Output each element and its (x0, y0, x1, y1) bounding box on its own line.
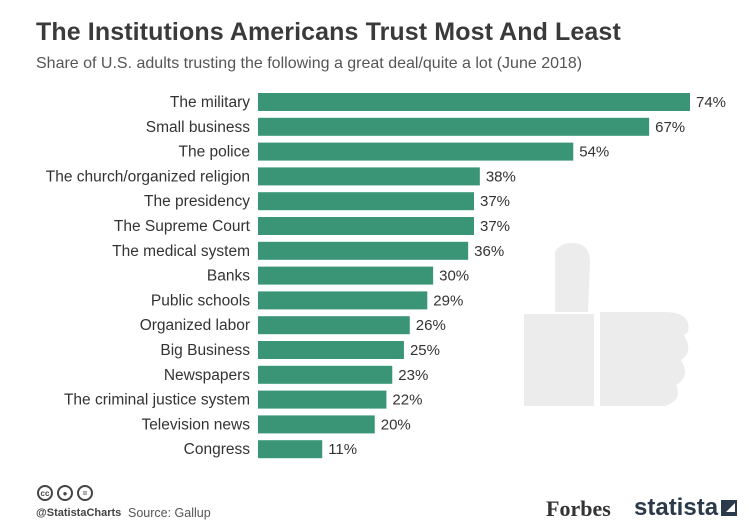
value-label: 25% (410, 342, 440, 359)
creative-commons-icon: cc (37, 485, 53, 501)
bar-chart: The military 74% Small business 67% The poli… (46, 93, 726, 459)
category-label: The military (170, 94, 250, 111)
statista-handle: @StatistaCharts (36, 507, 122, 519)
bar (258, 291, 428, 310)
value-label: 11% (328, 441, 357, 458)
category-label: Newspapers (164, 367, 250, 384)
bar (258, 266, 434, 285)
value-label: 37% (480, 193, 510, 210)
bar (258, 316, 410, 335)
statista-logo: statista (634, 494, 738, 522)
value-label: 74% (696, 94, 726, 111)
value-label: 36% (474, 243, 504, 260)
category-label: Small business (146, 119, 250, 136)
chart-title: The Institutions Americans Trust Most An… (36, 18, 621, 46)
value-label: 22% (392, 392, 422, 409)
bar (258, 93, 690, 111)
value-label: 38% (486, 168, 516, 185)
attribution-icon: ● (57, 485, 73, 501)
value-label: 26% (416, 317, 446, 334)
category-label: Organized labor (140, 317, 250, 334)
value-label: 54% (579, 144, 609, 161)
value-label: 30% (439, 268, 469, 285)
value-label: 67% (655, 119, 685, 136)
category-label: The criminal justice system (64, 392, 250, 409)
category-label: The Supreme Court (114, 218, 251, 235)
bar (258, 192, 474, 211)
value-label: 29% (433, 292, 463, 309)
value-label: 23% (398, 367, 428, 384)
chart-subtitle: Share of U.S. adults trusting the follow… (36, 55, 583, 72)
category-label: The church/organized religion (46, 168, 250, 185)
bar (258, 142, 574, 161)
bar (258, 440, 323, 459)
value-label: 37% (480, 218, 510, 235)
bar (258, 217, 474, 235)
bar (258, 415, 375, 434)
value-label: 20% (381, 416, 411, 433)
bar (258, 241, 469, 260)
bar (258, 365, 393, 384)
bar (258, 390, 387, 409)
thumbs-up-icon (524, 243, 689, 406)
category-label: The presidency (144, 193, 250, 210)
category-label: The police (178, 144, 250, 161)
statista-logo-text: statista (634, 494, 719, 521)
source-note: Source: Gallup (128, 506, 211, 520)
category-label: Television news (141, 416, 250, 433)
category-label: The medical system (112, 243, 250, 260)
forbes-logo: Forbes (546, 496, 611, 521)
category-label: Banks (207, 268, 250, 285)
no-derivatives-icon: = (77, 485, 93, 501)
bar (258, 117, 650, 136)
category-label: Congress (184, 441, 251, 458)
category-label: Public schools (151, 292, 250, 309)
license-icons: cc ● = (37, 485, 93, 501)
bar (258, 341, 404, 359)
category-label: Big Business (160, 342, 250, 359)
statista-mark-icon (721, 500, 738, 516)
bar (258, 167, 480, 186)
